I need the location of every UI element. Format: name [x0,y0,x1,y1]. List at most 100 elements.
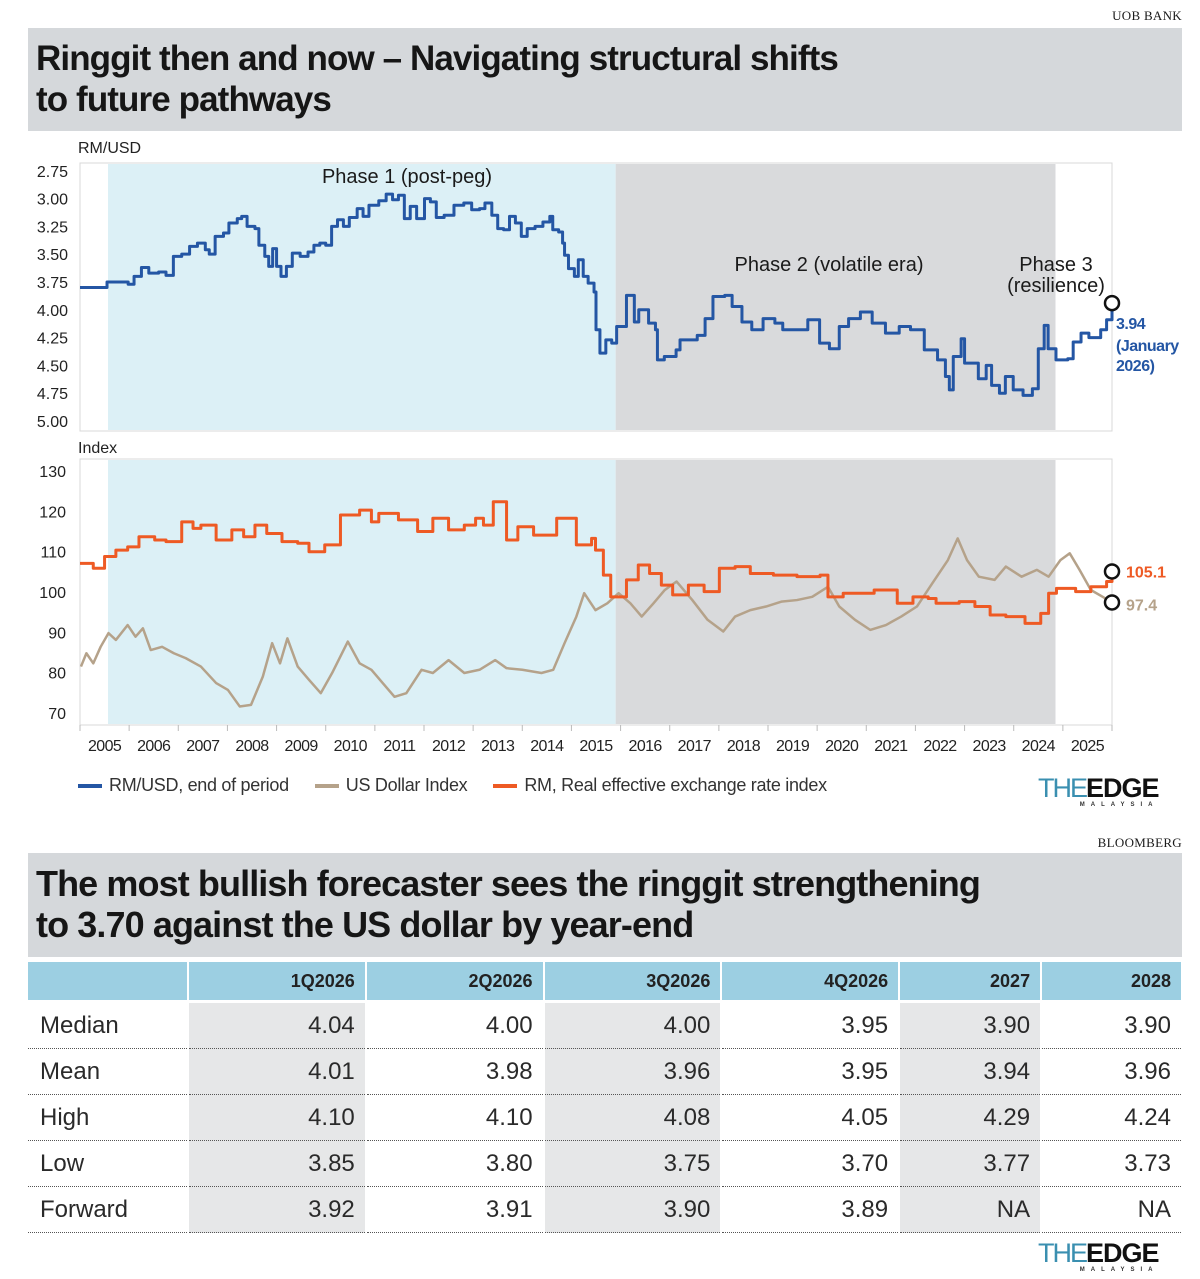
column-header: 2028 [1040,962,1181,1002]
logo-edge: EDGE [1086,1238,1160,1268]
phase-1-band [108,460,616,724]
phase-3-label: Phase 3 [1019,254,1092,276]
title-box-bottom: The most bullish forecaster sees the rin… [28,853,1182,957]
table-cell: 4.29 [898,1094,1042,1141]
x-tick-label: 2012 [432,738,466,755]
logo-sub: MALAYSIA [1079,1267,1159,1273]
column-header: 2027 [898,962,1042,1002]
table-cell: 3.95 [720,1048,900,1095]
source-bloomberg: BLOOMBERG [1097,835,1182,850]
y-tick-label: 130 [39,464,66,481]
x-tick-label: 2017 [678,738,712,755]
dxy-end-marker [1103,594,1121,611]
row-label: Median [28,1000,188,1049]
x-tick-label: 2007 [186,738,220,755]
column-header: 3Q2026 [542,962,722,1002]
table-title: The most bullish forecaster sees the rin… [28,853,1182,945]
phase-1-band [108,164,616,430]
title-line-1: The most bullish forecaster sees the rin… [36,863,981,904]
table-cell: 3.94 [898,1048,1042,1095]
x-tick-label: 2015 [579,738,613,755]
table-cell: 3.89 [720,1186,900,1233]
y-tick-label: 70 [48,706,66,723]
logo-edge: EDGE [1086,773,1160,803]
column-header: 1Q2026 [187,962,366,1002]
phase-2-band [615,164,1056,430]
table-cell: 4.00 [364,1000,544,1049]
y-tick-label: 120 [39,504,66,521]
x-tick-label: 2024 [1022,738,1056,755]
logo-sub: MALAYSIA [1079,802,1159,808]
title-box-top: Ringgit then and now – Navigating struct… [28,28,1182,131]
table-header-row: 1Q2026 2Q2026 3Q2026 4Q2026 2027 2028 [28,962,1181,1002]
row-label: Mean [28,1048,188,1095]
x-tick-label: 2018 [727,738,761,755]
legend-label: US Dollar Index [345,775,468,795]
x-tick-label: 2016 [629,738,663,755]
row-label: Forward [28,1186,188,1233]
table-row: Forward 3.92 3.91 3.90 3.89 NA NA [28,1186,1181,1233]
legend-item-reer: RM, Real effective exchange rate index [493,775,827,796]
table-cell: 3.96 [542,1048,722,1095]
legend-swatch [493,783,518,788]
table-cell: 4.04 [187,1000,366,1049]
rm-usd-chart: 2.75 3.00 3.25 3.50 3.75 4.00 4.25 4.50 4.75 5.00… [37,162,1180,432]
x-tick-label: 2008 [235,738,269,755]
y-tick-label: 80 [48,666,66,683]
table-cell: 4.01 [187,1048,366,1095]
phase-2-band [615,460,1056,724]
y-tick-label: 4.50 [37,358,68,375]
end-value-label: 3.94 [1116,316,1146,333]
column-header: 4Q2026 [720,962,900,1002]
forecast-table: 1Q2026 2Q2026 3Q2026 4Q2026 2027 2028 Me… [28,962,1181,1233]
chart-title: Ringgit then and now – Navigating struct… [28,28,1182,120]
charts-svg: 2.75 3.00 3.25 3.50 3.75 4.00 4.25 4.50 4.75 5.00… [37,140,1180,755]
phase-2-label: Phase 2 (volatile era) [735,254,924,276]
table-cell: NA [1040,1186,1181,1233]
y-tick-label: 110 [40,545,66,562]
x-tick-label: 2006 [137,738,171,755]
end-date-label: (January [1116,338,1179,355]
legend-item-rm-usd: RM/USD, end of period [78,775,289,796]
x-tick-label: 2023 [973,738,1007,755]
table-cell: 3.73 [1040,1140,1181,1187]
y-tick-label: 5.00 [37,414,68,431]
logo-the: THE [1038,773,1088,803]
legend-label: RM, Real effective exchange rate index [524,775,827,795]
row-label: High [28,1094,188,1141]
x-tick-label: 2025 [1071,738,1105,755]
x-tick-label: 2005 [88,738,122,755]
y-tick-label: 4.00 [37,303,68,320]
y-tick-label: 3.00 [37,192,68,209]
x-tick-label: 2020 [825,738,859,755]
column-header [28,962,188,1002]
y-tick-label: 4.25 [37,331,68,348]
rm-usd-line [80,192,1114,397]
title-line-2: to 3.70 against the US dollar by year-en… [36,904,694,945]
table-cell: 3.91 [364,1186,544,1233]
phase-3-label: (resilience) [1007,275,1105,297]
table-cell: 4.10 [364,1094,544,1141]
the-edge-logo: THEEDGE MALAYSIA [1038,773,1160,809]
y-tick-label: 2.75 [37,164,68,181]
table-cell: 4.05 [720,1094,900,1141]
table-row: Mean 4.01 3.98 3.96 3.95 3.94 3.96 [28,1048,1181,1095]
y-tick-label: 100 [39,585,66,602]
end-date-label: 2026) [1116,358,1155,375]
dxy-line [79,537,1113,708]
y-tick-label: 3.50 [37,247,68,264]
top-y-axis-label: RM/USD [78,140,141,157]
y-tick-label: 3.25 [37,219,68,236]
table-cell: 3.77 [898,1140,1042,1187]
table-row: High 4.10 4.10 4.08 4.05 4.29 4.24 [28,1094,1181,1141]
reer-line [80,500,1114,625]
source-uob-bank: UOB BANK [1112,8,1182,23]
title-line-2: to future pathways [36,80,332,119]
x-tick-label: 2021 [874,738,908,755]
table-cell: 4.00 [542,1000,722,1049]
table-cell: 4.10 [187,1094,366,1141]
table-cell: 3.98 [364,1048,544,1095]
the-edge-logo-bottom: THEEDGE MALAYSIA [1038,1238,1160,1274]
table-row: Low 3.85 3.80 3.75 3.70 3.77 3.73 [28,1140,1181,1187]
column-header: 2Q2026 [364,962,544,1002]
